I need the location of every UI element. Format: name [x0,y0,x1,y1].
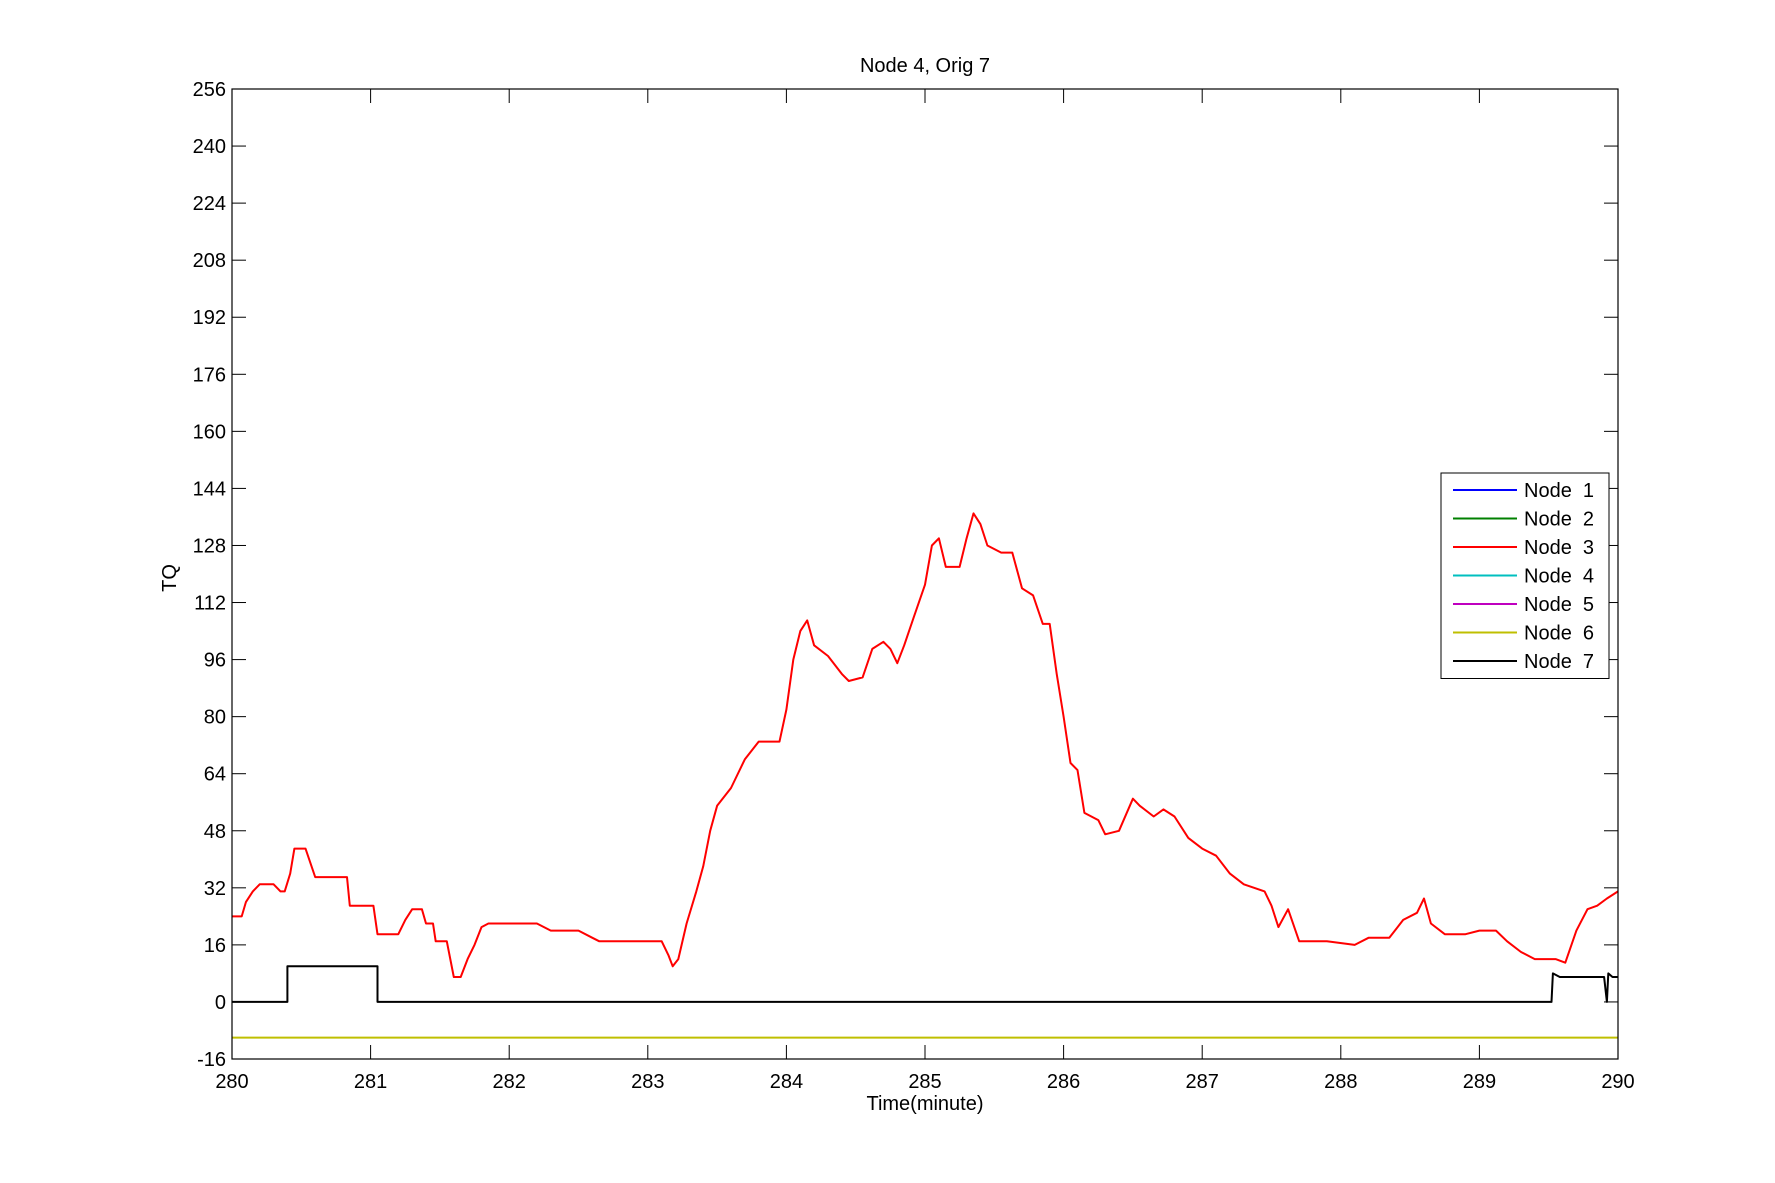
y-tick-label: -16 [197,1049,226,1071]
chart-title: Node 4, Orig 7 [860,55,990,77]
x-tick-label: 290 [1601,1071,1634,1093]
legend-label: Node 7 [1524,651,1594,673]
y-tick-label: 16 [204,935,226,957]
x-tick-label: 285 [908,1071,941,1093]
x-tick-label: 282 [493,1071,526,1093]
legend-label: Node 5 [1524,594,1594,616]
legend: Node 1 Node 2 Node 3 Node 4 Node 5 Node 6 Node… [1440,472,1610,679]
series-line-node-3 [232,512,1619,978]
y-tick-label: 176 [193,364,226,386]
y-tick-label: 80 [204,707,226,729]
x-tick-label: 283 [631,1071,664,1093]
x-tick-label: 289 [1463,1071,1496,1093]
x-tick-label: 288 [1324,1071,1357,1093]
y-tick-label: 256 [193,79,226,101]
y-tick-label: 96 [204,650,226,672]
y-tick-label: 48 [204,821,226,843]
y-axis-label: TQ [159,564,181,592]
x-axis-label: Time(minute) [866,1093,983,1115]
y-tick-label: 224 [193,193,226,215]
x-tick-label: 287 [1186,1071,1219,1093]
y-tick-label: 240 [193,136,226,158]
x-tick-label: 281 [354,1071,387,1093]
x-tick-label: 286 [1047,1071,1080,1093]
plot-frame [231,88,1619,1060]
y-tick-label: 160 [193,421,226,443]
legend-label: Node 3 [1524,537,1594,559]
y-tick-label: 112 [194,593,226,615]
x-tick-label: 280 [215,1071,248,1093]
y-tick-label: 64 [204,764,226,786]
y-tick-label: 208 [193,250,226,272]
y-tick-label: 144 [193,478,226,500]
legend-label: Node 6 [1524,623,1594,645]
y-tick-label: 0 [215,992,226,1014]
series-line-node-7 [232,965,1618,1003]
y-tick-label: 32 [204,878,226,900]
legend-label: Node 2 [1524,509,1594,531]
y-tick-label: 128 [193,535,226,557]
series-layer [232,512,1619,1039]
legend-label: Node 1 [1524,480,1594,502]
x-tick-label: 284 [770,1071,803,1093]
axis-ticks: 280 281 282 283 284 285 286 287 288 289 290 -16 0 16 3… [193,79,1635,1093]
legend-label: Node 4 [1524,566,1594,588]
y-tick-label: 192 [193,307,226,329]
